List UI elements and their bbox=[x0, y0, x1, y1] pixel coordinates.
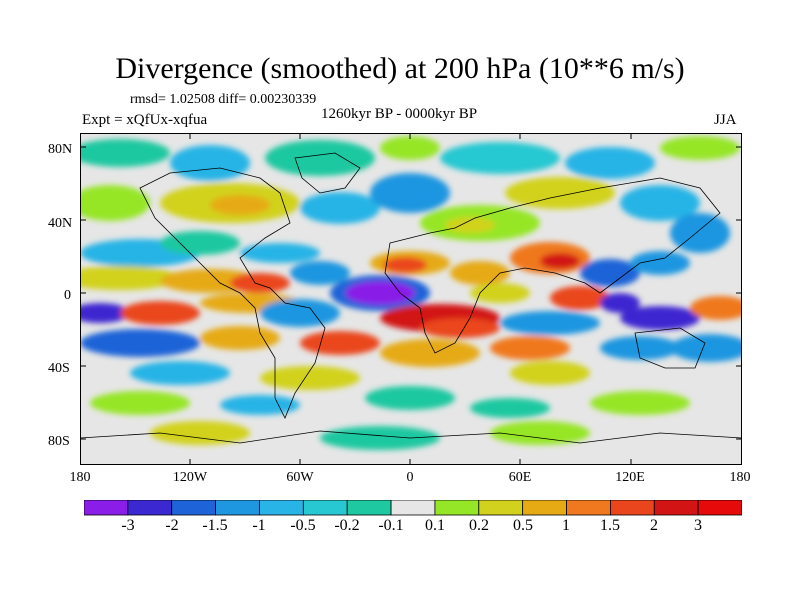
colorbar-label: 0.5 bbox=[513, 517, 533, 534]
colorbar-swatch bbox=[434, 500, 480, 516]
colorbar-label: 2 bbox=[650, 517, 658, 534]
colorbar-label: -0.1 bbox=[378, 517, 404, 534]
lon-label-60w: 60W bbox=[286, 470, 314, 485]
lat-label-40s: 40S bbox=[48, 361, 70, 376]
colorbar-swatch bbox=[127, 500, 173, 516]
colorbar-swatch bbox=[566, 500, 611, 516]
lon-label-180e: 180 bbox=[729, 470, 751, 485]
colorbar-label: 1 bbox=[562, 517, 570, 534]
season-label: JJA bbox=[714, 112, 737, 128]
colorbar-swatch bbox=[478, 500, 524, 516]
colorbar-label: 0.1 bbox=[425, 517, 445, 534]
colorbar-label: 1.5 bbox=[600, 517, 620, 534]
axis-ticks bbox=[80, 133, 742, 465]
lon-label-120w: 120W bbox=[172, 470, 208, 485]
colorbar-swatch bbox=[697, 500, 742, 516]
experiment-label: Expt = xQfUx-xqfua bbox=[82, 112, 208, 128]
lon-label-120e: 120E bbox=[615, 470, 645, 485]
lon-label-0: 0 bbox=[406, 470, 414, 485]
colorbar-label: 0.2 bbox=[469, 517, 489, 534]
afro-eurasia-coast bbox=[384, 177, 721, 354]
map-frame bbox=[80, 133, 742, 465]
colorbar-swatch bbox=[302, 500, 348, 516]
period-label: 1260kyr BP - 0000kyr BP bbox=[321, 106, 478, 122]
lat-label-40n: 40N bbox=[48, 216, 73, 231]
colorbar-swatch bbox=[84, 500, 129, 516]
colorbar-label: -1 bbox=[252, 517, 266, 534]
colorbar-label: -1.5 bbox=[202, 517, 228, 534]
colorbar-label: -0.5 bbox=[290, 517, 316, 534]
americas-coast bbox=[139, 167, 326, 419]
colorbar-label: -0.2 bbox=[334, 517, 360, 534]
lon-label-180w: 180 bbox=[69, 470, 91, 485]
colorbar-swatch bbox=[259, 500, 304, 516]
colorbar-swatch bbox=[390, 500, 436, 516]
colorbar-label: -3 bbox=[121, 517, 135, 534]
colorbar-label: 3 bbox=[694, 517, 702, 534]
lat-label-80n: 80N bbox=[48, 142, 73, 157]
colorbar-swatch bbox=[610, 500, 655, 516]
colorbar-swatch bbox=[653, 500, 699, 516]
colorbar bbox=[84, 500, 742, 516]
coastlines bbox=[80, 152, 742, 444]
colorbar-swatch bbox=[171, 500, 217, 516]
colorbar-label: -2 bbox=[165, 517, 179, 534]
lat-label-eq: 0 bbox=[64, 288, 71, 303]
lon-label-60e: 60E bbox=[508, 470, 532, 485]
colorbar-swatch bbox=[346, 500, 392, 516]
contour-field bbox=[80, 133, 742, 465]
australia-coast bbox=[634, 327, 706, 369]
stats-label: rmsd= 1.02508 diff= 0.00230339 bbox=[130, 92, 317, 107]
lat-label-80s: 80S bbox=[48, 434, 70, 449]
greenland-coast bbox=[294, 152, 361, 194]
colorbar-swatch bbox=[522, 500, 567, 516]
colorbar-swatch bbox=[215, 500, 260, 516]
divergence-map bbox=[80, 133, 742, 465]
chart-title: Divergence (smoothed) at 200 hPa (10**6 … bbox=[115, 52, 685, 85]
antarctica-coast bbox=[80, 430, 742, 444]
